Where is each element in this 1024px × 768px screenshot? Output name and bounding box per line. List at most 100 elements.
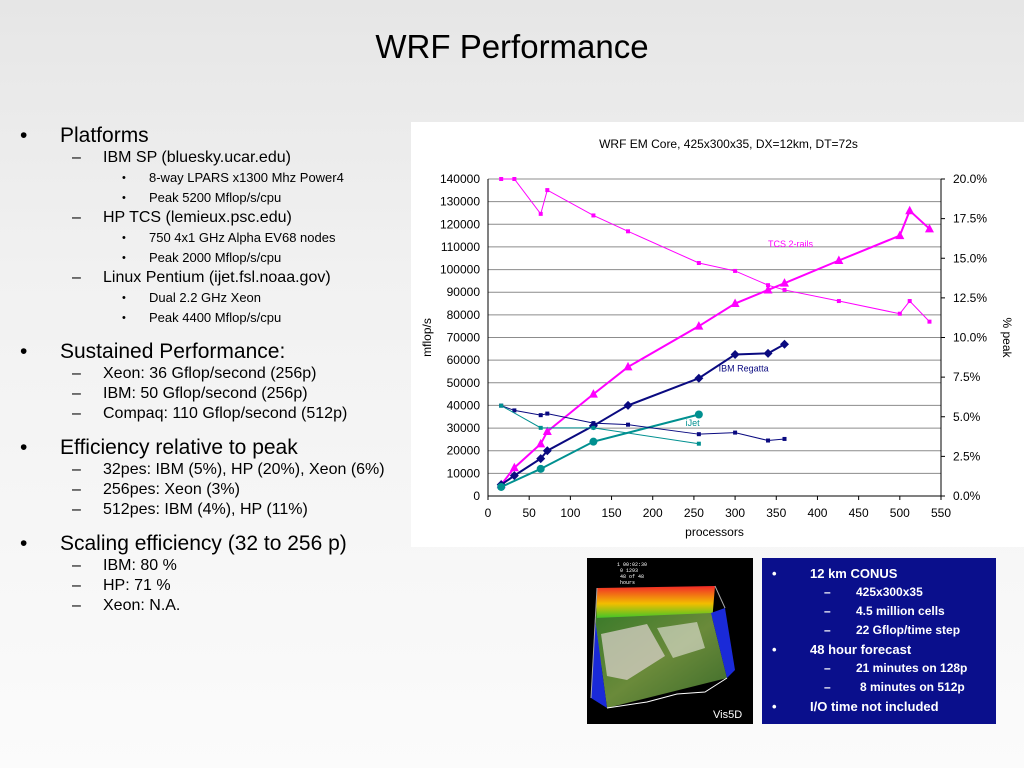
data-point [907,299,912,304]
y2-tick-label: 0.0% [953,489,981,503]
series-label: IBM Regatta [719,363,769,373]
data-point [588,389,598,398]
data-point [538,211,543,216]
data-point [538,425,543,430]
sustained-heading: • Sustained Performance: [20,340,286,363]
series-line [500,343,785,486]
data-point [766,283,771,288]
data-point [536,454,546,464]
chart-svg: WRF EM Core, 425x300x35, DX=12km, DT=72s… [420,137,1014,539]
y-tick-label: 120000 [440,217,480,231]
bullet-icon: • [772,566,777,581]
series-line [500,413,700,488]
x-tick-label: 250 [684,506,704,520]
data-point [545,188,550,193]
dash-icon: – [824,623,831,637]
info-subitem: –8 minutes on 512p [824,680,965,694]
y-tick-label: 60000 [447,353,481,367]
data-point [780,339,790,349]
viz-readout: 1 00:02:30 0 1293 48 of 48 hours [617,562,647,586]
scaling-heading: • Scaling efficiency (32 to 256 p) [20,532,347,555]
series-line [501,178,930,322]
data-point [834,255,844,265]
data-point [780,278,790,287]
data-point [545,411,550,416]
x-tick-label: 150 [602,506,622,520]
series-label: TCS 2-rails [768,239,814,249]
x-tick-label: 400 [807,506,827,520]
series-line [500,208,931,486]
dash-icon: – [72,597,81,614]
info-subitem: –425x300x35 [824,585,923,599]
bullet-icon: • [122,312,126,324]
data-point [897,311,902,316]
data-point [542,426,552,435]
info-subitem: –22 Gflop/time step [824,623,961,637]
data-point [763,284,773,294]
scaling-item: – Xeon: N.A. [72,597,181,614]
info-subitem: –21 minutes on 128p [824,661,968,675]
platform-linux: – Linux Pentium (ijet.fsl.noaa.gov) [72,269,331,286]
efficiency-heading: • Efficiency relative to peak [20,436,298,459]
sustained-item: – IBM: 50 Gflop/second (256p) [72,385,308,402]
x-tick-label: 550 [931,506,951,520]
data-point [512,177,517,181]
series-label: iJet [686,418,701,428]
bullet-icon: • [122,192,126,204]
data-point [782,287,787,292]
data-point [763,348,773,358]
platforms-heading: • Platforms [20,124,149,147]
dash-icon: – [72,269,81,286]
platform-detail: • Dual 2.2 GHz Xeon [20,288,420,308]
y-tick-label: 130000 [440,195,480,209]
viz-readout-line: 48 of 48 [617,574,644,580]
data-point [694,410,703,419]
y-tick-label: 110000 [441,240,480,254]
x-tick-label: 100 [560,506,580,520]
dash-icon: – [72,209,81,226]
viz-readout-line: hours [617,580,635,586]
data-point [895,230,905,240]
x-tick-label: 350 [766,506,786,520]
platform-hp: – HP TCS (lemieux.psc.edu) [72,209,292,226]
data-point [499,403,504,408]
efficiency-item: –512pes: IBM (4%), HP (11%) [72,501,308,518]
data-point [766,438,771,443]
scaling-item: – HP: 71 % [72,577,171,594]
series-line [500,405,699,445]
x-tick-label: 0 [485,506,492,520]
data-point [536,438,546,448]
bullet-outline: • Platforms – IBM SP (bluesky.ucar.edu) • 8… [20,124,420,616]
dash-icon: – [824,585,831,599]
data-point [626,229,631,234]
bullet-icon: • [20,436,28,459]
dash-icon: – [72,149,81,166]
data-point [591,421,596,426]
data-point [782,436,787,441]
data-point [497,482,506,491]
data-point [623,400,633,410]
y-tick-label: 30000 [447,421,481,435]
dash-icon: – [72,365,81,382]
dash-icon: – [72,577,81,594]
bullet-icon: • [122,232,126,244]
platform-ibm: – IBM SP (bluesky.ucar.edu) [72,149,291,166]
dash-icon: – [824,680,831,694]
data-point [542,446,552,456]
data-point [733,268,738,273]
platform-detail: • Peak 4400 Mflop/s/cpu [20,308,420,328]
y2-tick-label: 12.5% [953,291,987,305]
y-tick-label: 0 [473,489,480,503]
bullet-icon: • [20,124,28,147]
data-point [626,422,631,427]
data-point [536,464,545,473]
y-tick-label: 100000 [440,263,480,277]
x-tick-label: 500 [890,506,910,520]
bullet-icon: • [122,292,126,304]
y-tick-label: 70000 [447,331,481,345]
data-point [696,261,701,266]
info-item: • I/O time not included [772,699,939,714]
bullet-icon: • [122,252,126,264]
y-tick-label: 10000 [447,466,481,480]
bullet-icon: • [772,699,777,714]
